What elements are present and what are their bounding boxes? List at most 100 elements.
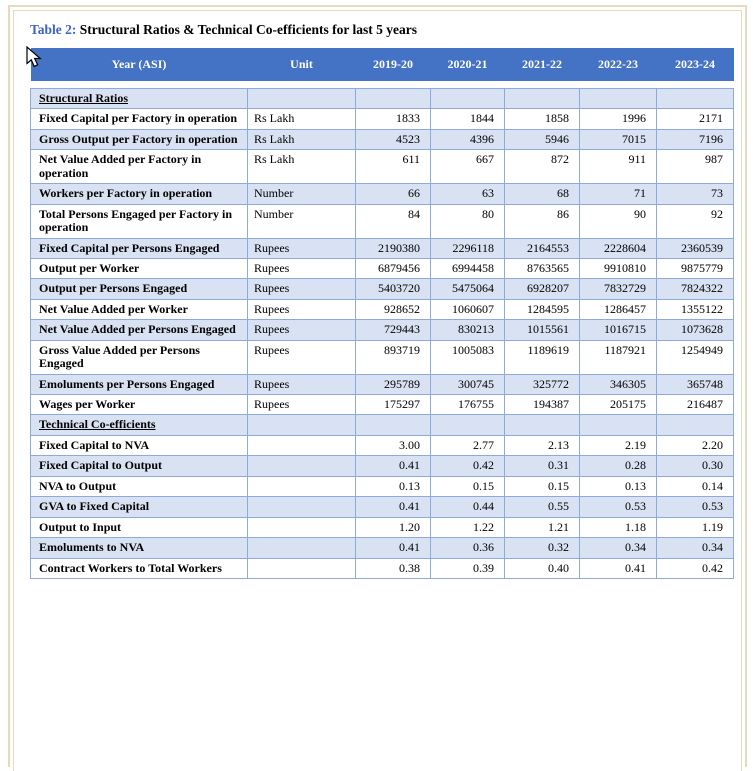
- value-cell: 90: [579, 203, 657, 239]
- value-cell: 63: [430, 183, 505, 205]
- value-cell: 4523: [355, 128, 431, 151]
- row-label-cell: Total Persons Engaged per Factory in ope…: [30, 203, 248, 239]
- row-label-text: GVA to Fixed Capital: [39, 499, 150, 514]
- value-cell: 1286457: [579, 298, 657, 321]
- value-cell: 365748: [656, 373, 734, 396]
- row-label-text: Fixed Capital per Persons Engaged: [39, 240, 220, 255]
- table-caption-text: Structural Ratios & Technical Co-efficie…: [76, 22, 417, 37]
- unit-cell: Rupees: [247, 298, 356, 321]
- value-cell: 0.41: [355, 537, 431, 559]
- value-cell: 7196: [656, 128, 734, 151]
- unit-cell: Rs Lakh: [247, 128, 356, 151]
- value-cell: 0.41: [579, 557, 657, 579]
- value-cell: 1254949: [656, 339, 734, 375]
- unit-cell: [247, 475, 356, 498]
- value-cell: 987: [656, 149, 734, 185]
- value-cell: 9875779: [656, 257, 734, 280]
- row-label-cell: Output per Worker: [30, 257, 248, 280]
- row-label-text: Output per Worker: [39, 260, 140, 275]
- row-label-cell: Output to Input: [30, 516, 248, 539]
- table-row: Emoluments per Persons Engaged Rupees 2957…: [30, 373, 734, 396]
- row-label-cell: Wages per Worker: [30, 393, 248, 416]
- value-cell: 0.32: [504, 537, 580, 559]
- value-cell: 68: [504, 183, 580, 205]
- table-body: Structural Ratios Fixed Capital per Facto…: [30, 87, 734, 579]
- value-cell: 176755: [430, 393, 505, 416]
- value-cell: 0.42: [430, 455, 505, 477]
- value-cell: 1833: [355, 108, 431, 130]
- value-cell: 1073628: [656, 319, 734, 341]
- value-cell: 830213: [430, 319, 505, 341]
- table-caption: Table 2: Structural Ratios & Technical C…: [30, 22, 417, 38]
- value-cell: 2.77: [430, 434, 505, 457]
- unit-cell: Rupees: [247, 237, 356, 259]
- table-row: Fixed Capital to Output 0.41 0.42 0.31 0.28 0…: [30, 455, 734, 477]
- value-cell: 2164553: [504, 237, 580, 259]
- value-cell: 928652: [355, 298, 431, 321]
- table-row: Fixed Capital per Factory in operation Rs…: [30, 108, 734, 130]
- unit-cell: [247, 557, 356, 579]
- unit-cell: Rupees: [247, 339, 356, 375]
- value-cell: [579, 87, 657, 110]
- row-label-text: Technical Co-efficients: [39, 417, 156, 432]
- value-cell: 175297: [355, 393, 431, 416]
- row-label-text: Emoluments per Persons Engaged: [39, 376, 215, 391]
- row-label-cell: Fixed Capital per Persons Engaged: [30, 237, 248, 259]
- table-row: Net Value Added per Worker Rupees 928652 10…: [30, 298, 734, 321]
- value-cell: 0.31: [504, 455, 580, 477]
- header-row: Year (ASI) Unit 2019-20 2020-21 2021-22 …: [30, 48, 734, 81]
- row-label-cell: Contract Workers to Total Workers: [30, 557, 248, 579]
- value-cell: 2.19: [579, 434, 657, 457]
- value-cell: 0.14: [656, 475, 734, 498]
- row-label-cell: Gross Value Added per Persons Engaged: [30, 339, 248, 375]
- row-label-text: Workers per Factory in operation: [39, 186, 213, 201]
- table-row: Output per Worker Rupees 6879456 6994458 876…: [30, 257, 734, 280]
- row-label-text: Net Value Added per Factory in operation: [39, 152, 202, 180]
- value-cell: 92: [656, 203, 734, 239]
- col-header-2019-20: 2019-20: [355, 48, 431, 81]
- value-cell: 0.44: [430, 496, 505, 518]
- row-label-cell: Net Value Added per Worker: [30, 298, 248, 321]
- value-cell: 611: [355, 149, 431, 185]
- value-cell: 0.30: [656, 455, 734, 477]
- value-cell: 6994458: [430, 257, 505, 280]
- value-cell: 0.41: [355, 455, 431, 477]
- value-cell: 0.34: [579, 537, 657, 559]
- value-cell: [355, 87, 431, 110]
- value-cell: 295789: [355, 373, 431, 396]
- value-cell: 0.42: [656, 557, 734, 579]
- col-header-2020-21: 2020-21: [430, 48, 505, 81]
- value-cell: 7832729: [579, 278, 657, 300]
- row-label-text: Emoluments to NVA: [39, 540, 145, 555]
- value-cell: 667: [430, 149, 505, 185]
- row-label-text: Gross Value Added per Persons Engaged: [39, 342, 200, 371]
- value-cell: 86: [504, 203, 580, 239]
- document-page: { "page": { "title_label": "Table 2:", "…: [8, 5, 747, 771]
- unit-cell: Rs Lakh: [247, 108, 356, 130]
- value-cell: 729443: [355, 319, 431, 341]
- unit-cell: Rupees: [247, 319, 356, 341]
- value-cell: 0.15: [430, 475, 505, 498]
- value-cell: 9910810: [579, 257, 657, 280]
- value-cell: 66: [355, 183, 431, 205]
- value-cell: 0.34: [656, 537, 734, 559]
- value-cell: 1844: [430, 108, 505, 130]
- value-cell: [504, 414, 580, 436]
- value-cell: 1284595: [504, 298, 580, 321]
- value-cell: 911: [579, 149, 657, 185]
- value-cell: 893719: [355, 339, 431, 375]
- row-label-cell: Fixed Capital to NVA: [30, 434, 248, 457]
- value-cell: 1005083: [430, 339, 505, 375]
- table-row: Output to Input 1.20 1.22 1.21 1.18 1.19: [30, 516, 734, 539]
- value-cell: 205175: [579, 393, 657, 416]
- value-cell: 5403720: [355, 278, 431, 300]
- value-cell: 0.28: [579, 455, 657, 477]
- value-cell: 2360539: [656, 237, 734, 259]
- value-cell: 4396: [430, 128, 505, 151]
- row-label-text: Fixed Capital to NVA: [39, 437, 150, 452]
- row-label-cell: Technical Co-efficients: [30, 414, 248, 436]
- table-row: Gross Output per Factory in operation Rs …: [30, 128, 734, 151]
- row-label-text: Net Value Added per Persons Engaged: [39, 322, 236, 337]
- col-header-year: Year (ASI): [30, 48, 248, 81]
- value-cell: 0.40: [504, 557, 580, 579]
